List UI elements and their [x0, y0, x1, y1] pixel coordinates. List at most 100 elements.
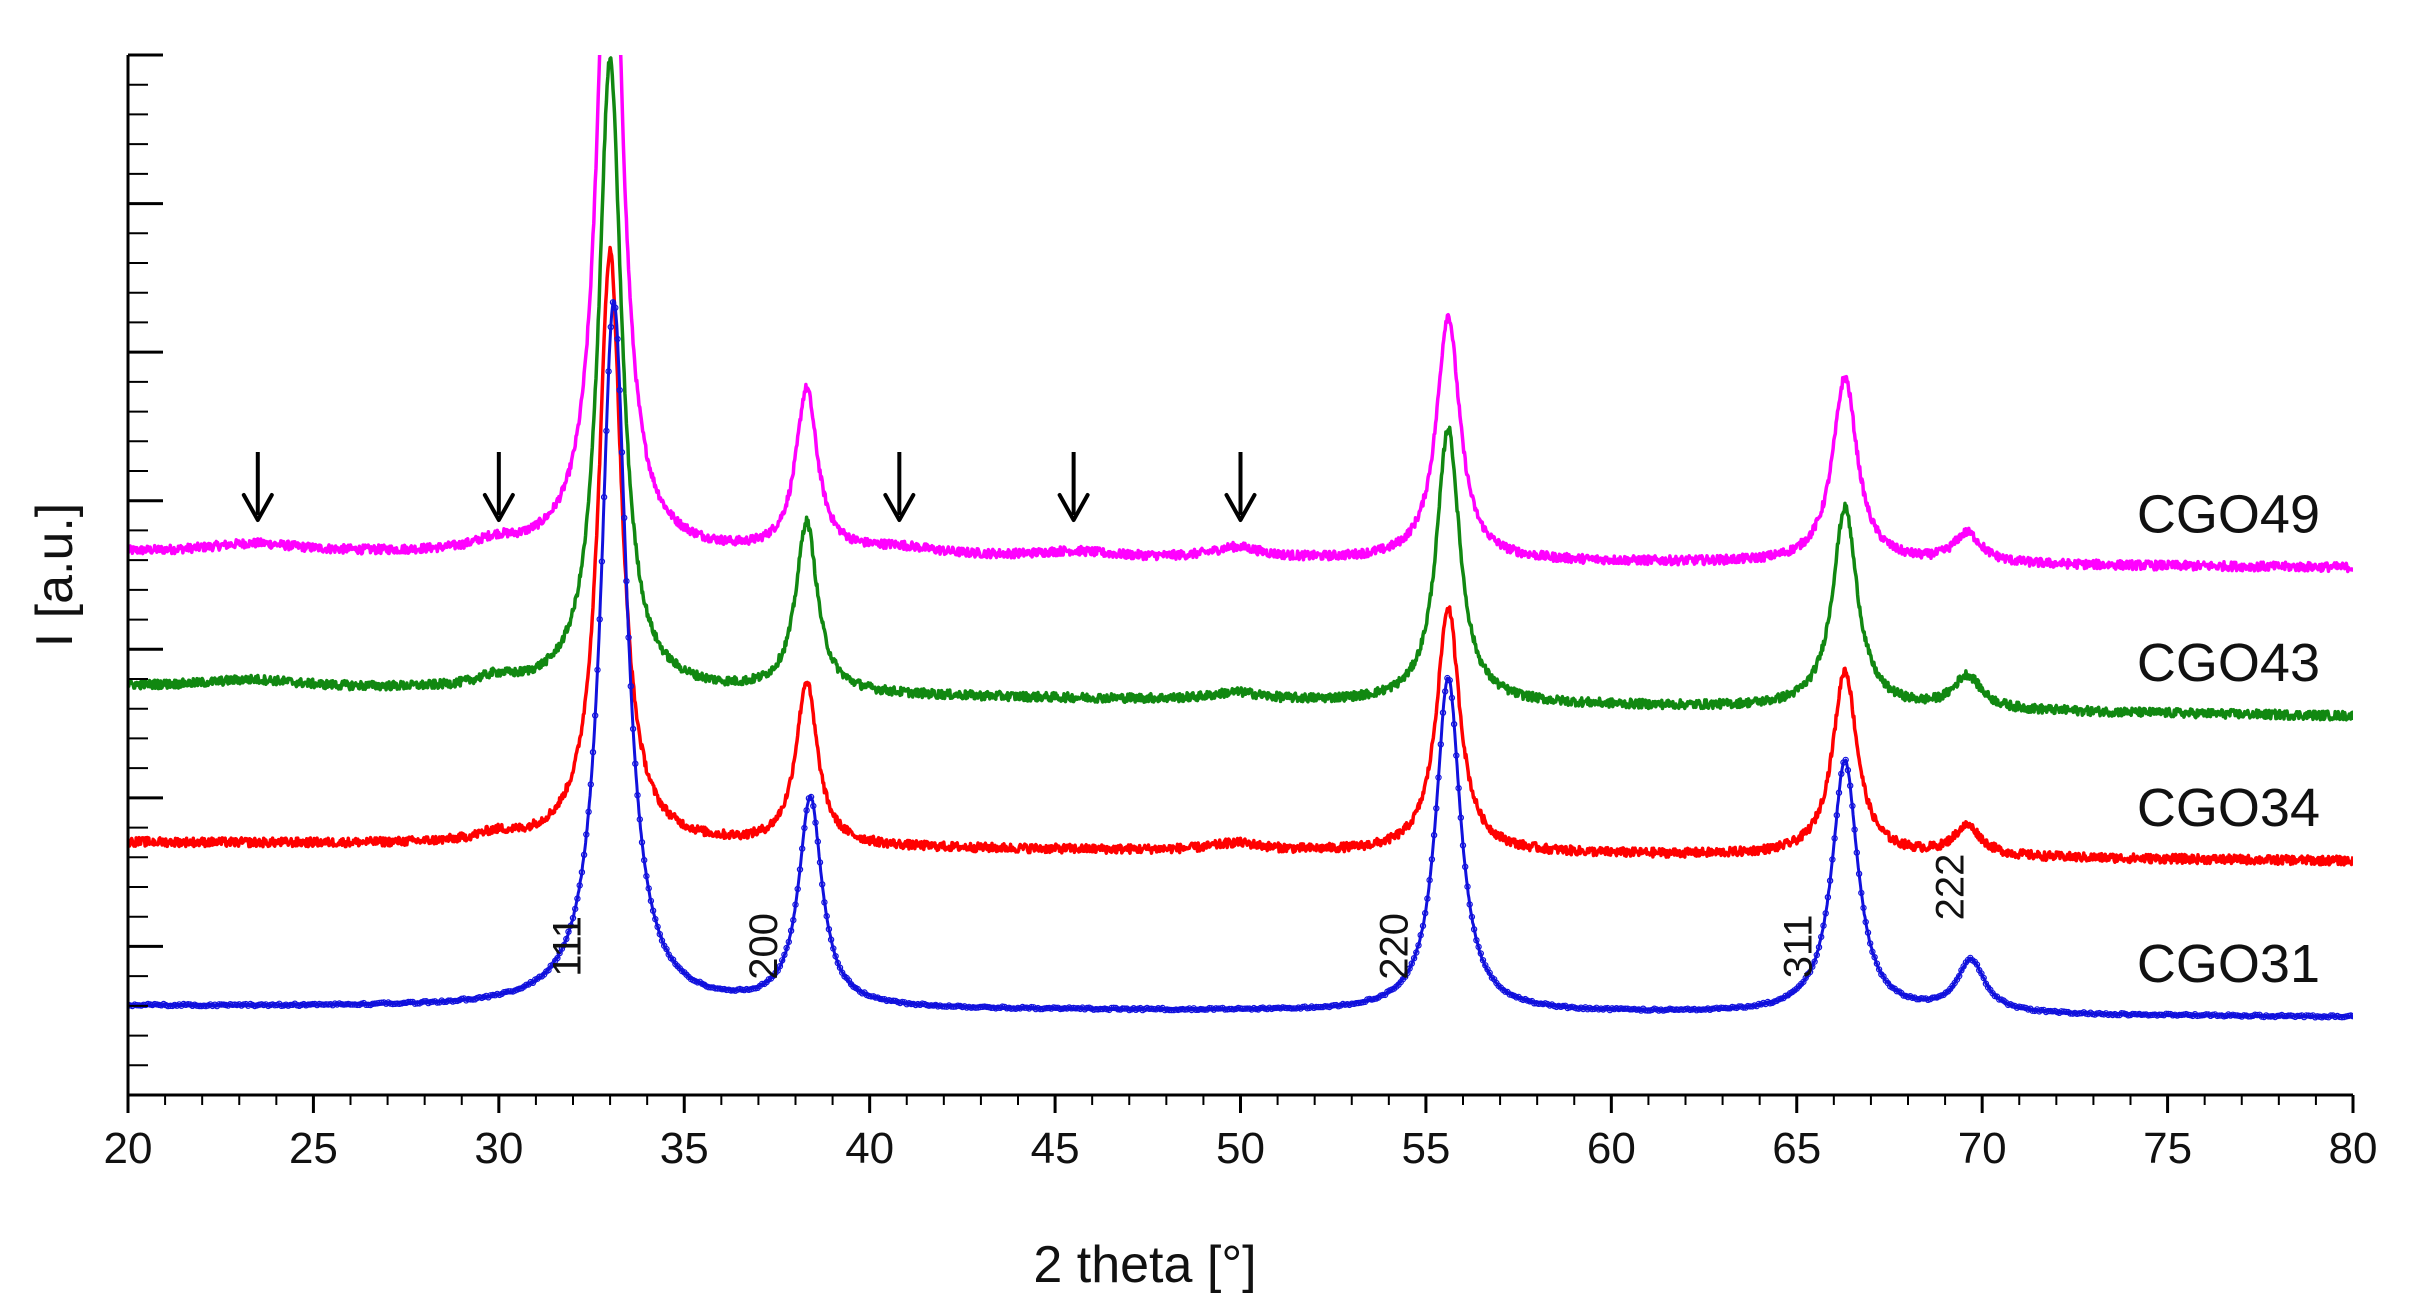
data-point — [467, 996, 474, 1003]
data-point — [2162, 1010, 2170, 1018]
data-point — [325, 1001, 332, 1008]
arrow-head — [1224, 493, 1257, 522]
series-line-cgo49 — [128, 55, 2353, 574]
data-point — [814, 838, 822, 845]
data-point — [1446, 677, 1453, 684]
data-point — [612, 304, 619, 311]
data-point — [636, 816, 644, 823]
data-point — [1869, 948, 1876, 956]
data-point — [1408, 960, 1416, 967]
data-point — [1433, 805, 1440, 812]
data-point — [400, 999, 408, 1007]
arrow-head — [482, 493, 515, 522]
data-point — [948, 1003, 955, 1010]
data-point — [605, 368, 612, 375]
data-point — [2216, 1012, 2223, 1019]
data-point — [1441, 688, 1449, 695]
data-point — [979, 1003, 986, 1011]
data-point — [1842, 756, 1849, 764]
data-point — [652, 915, 659, 923]
data-point — [565, 928, 572, 935]
data-point — [1622, 1005, 1629, 1012]
data-point — [1468, 913, 1476, 921]
data-point — [1853, 849, 1861, 856]
data-point — [1270, 1004, 1278, 1012]
data-point — [2349, 1013, 2353, 1020]
data-point — [1466, 901, 1473, 908]
data-point — [810, 802, 817, 810]
data-point — [1871, 954, 1878, 961]
data-point — [1430, 831, 1438, 839]
data-point — [583, 831, 590, 838]
data-point — [1824, 894, 1832, 901]
data-point — [1619, 1005, 1627, 1013]
x-axis-title: 2 theta [°] — [1033, 1236, 1256, 1294]
data-point — [981, 1003, 988, 1010]
data-point — [2044, 1007, 2052, 1015]
data-point — [1119, 1005, 1126, 1012]
data-point — [727, 987, 735, 994]
data-point — [2018, 1004, 2025, 1011]
peak-label-200: 200 — [742, 913, 786, 980]
peak-label-222: 222 — [1929, 854, 1973, 921]
data-point — [1473, 937, 1480, 944]
data-point — [1980, 974, 1987, 982]
data-point — [785, 938, 793, 946]
x-tick-label: 45 — [1031, 1124, 1080, 1173]
data-point — [656, 930, 664, 938]
series-cgo43 — [128, 56, 2353, 722]
x-tick-label: 60 — [1587, 1124, 1636, 1173]
data-point — [505, 988, 512, 995]
data-point — [1461, 863, 1469, 871]
down-arrow-icon — [241, 452, 274, 522]
data-point — [1197, 1005, 1204, 1013]
series-cgo31 — [128, 299, 2353, 1021]
data-point — [596, 616, 603, 623]
data-point — [322, 1001, 330, 1008]
data-point — [389, 1000, 396, 1008]
data-point — [2138, 1011, 2145, 1019]
data-point — [623, 577, 630, 585]
data-point — [928, 1002, 935, 1009]
arrow-head — [241, 493, 274, 522]
data-point — [663, 945, 670, 953]
data-point — [1241, 1005, 1249, 1012]
data-point — [779, 957, 786, 964]
data-point — [1453, 752, 1460, 759]
series-label-cgo49: CGO49 — [2137, 485, 2320, 545]
data-point — [1838, 770, 1845, 778]
data-point — [2049, 1008, 2056, 1015]
data-point — [1835, 789, 1843, 796]
data-point — [790, 916, 797, 924]
data-point — [585, 808, 592, 816]
data-point — [587, 781, 595, 788]
axis-layer: 20 25 30 35 40 45 50 55 60 65 70 75 80 — [104, 53, 2377, 1173]
data-point — [164, 1002, 172, 1010]
data-point — [645, 885, 652, 892]
data-point — [1424, 895, 1431, 902]
data-point — [1858, 889, 1865, 897]
data-point — [1455, 784, 1462, 792]
data-point — [712, 985, 719, 992]
data-point — [369, 1000, 376, 1008]
data-point — [365, 1001, 372, 1009]
series-label-cgo34: CGO34 — [2137, 778, 2320, 838]
data-point — [1717, 1004, 1725, 1011]
data-point — [649, 907, 657, 914]
data-point — [1855, 870, 1863, 878]
data-point — [1833, 812, 1841, 819]
data-point — [1348, 1000, 1356, 1007]
data-point — [1312, 1003, 1320, 1011]
data-point — [1811, 958, 1818, 965]
data-point — [1720, 1004, 1727, 1012]
arrow-head — [883, 493, 916, 522]
data-point — [1379, 991, 1387, 999]
x-tick-label: 35 — [660, 1124, 709, 1173]
data-point — [2047, 1007, 2054, 1015]
data-point — [888, 997, 895, 1005]
data-point — [589, 749, 597, 756]
data-point — [1860, 904, 1867, 912]
data-point — [1448, 694, 1456, 702]
data-point — [578, 869, 586, 876]
